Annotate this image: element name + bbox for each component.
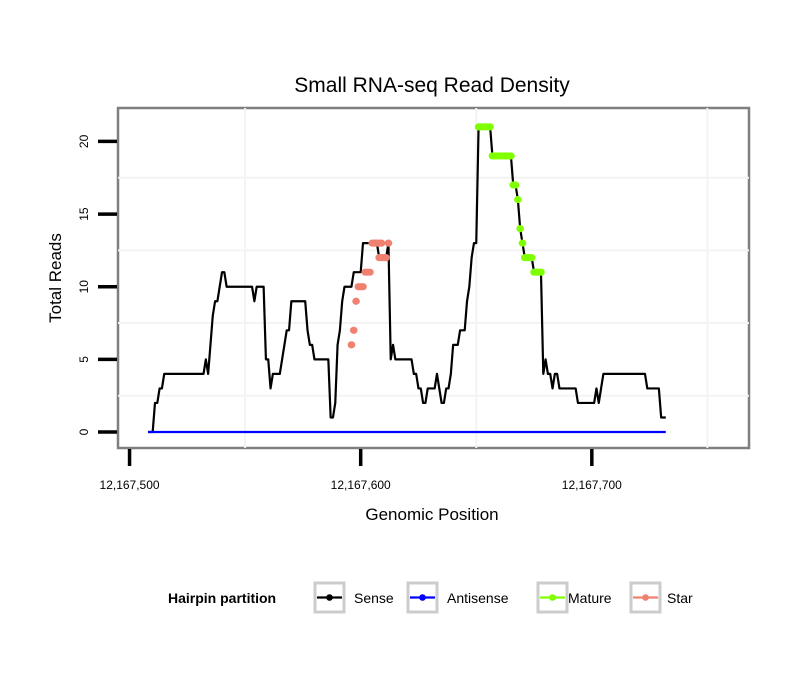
legend-key-dot: [549, 594, 556, 601]
point-star: [347, 341, 356, 349]
legend-label: Star: [667, 590, 693, 606]
chart-title: Small RNA-seq Read Density: [294, 74, 570, 97]
legend-key-dot: [642, 594, 649, 601]
legend-title: Hairpin partition: [168, 590, 276, 606]
series-layer: [148, 123, 666, 434]
point-mature: [518, 239, 527, 247]
point-mature: [511, 181, 520, 189]
point-star: [349, 326, 358, 334]
point-star: [382, 254, 390, 262]
legend-label: Antisense: [447, 590, 509, 606]
y-tick-label: 5: [77, 356, 91, 363]
point-mature: [514, 195, 522, 204]
legend-item-mature: Mature: [536, 581, 612, 614]
plot-panel: [116, 106, 751, 450]
legend-label: Sense: [354, 590, 394, 606]
legend-item-star: Star: [629, 581, 693, 614]
point-mature: [507, 152, 515, 160]
point-star: [359, 283, 367, 291]
series-line-sense: [148, 125, 666, 434]
point-mature: [527, 254, 536, 262]
y-tick-label: 20: [77, 134, 91, 148]
y-axis: 0 5 10 15 20: [77, 134, 117, 435]
grid: [118, 108, 749, 448]
x-tick-label: 12,167,500: [100, 478, 160, 492]
legend-label: Mature: [568, 590, 612, 606]
point-star: [352, 297, 360, 305]
x-axis: 12,167,500 12,167,600 12,167,700: [100, 449, 622, 492]
legend: Hairpin partition Sense Antisense Mature St…: [168, 581, 693, 614]
x-axis-title: Genomic Position: [365, 505, 498, 524]
legend-key-dot: [419, 594, 426, 601]
x-tick-label: 12,167,700: [562, 478, 622, 492]
point-star: [384, 239, 393, 247]
legend-item-sense: Sense: [313, 581, 394, 614]
point-mature: [486, 123, 494, 131]
y-tick-label: 10: [77, 280, 91, 294]
legend-key-dot: [326, 594, 333, 601]
x-tick-label: 12,167,600: [331, 478, 391, 492]
point-star: [377, 239, 386, 247]
y-tick-label: 15: [77, 207, 91, 221]
y-axis-title: Total Reads: [46, 233, 65, 323]
y-tick-label: 0: [77, 428, 91, 435]
point-mature: [537, 268, 545, 276]
point-mature: [516, 224, 524, 233]
point-star: [366, 268, 374, 276]
legend-item-antisense: Antisense: [406, 581, 509, 614]
